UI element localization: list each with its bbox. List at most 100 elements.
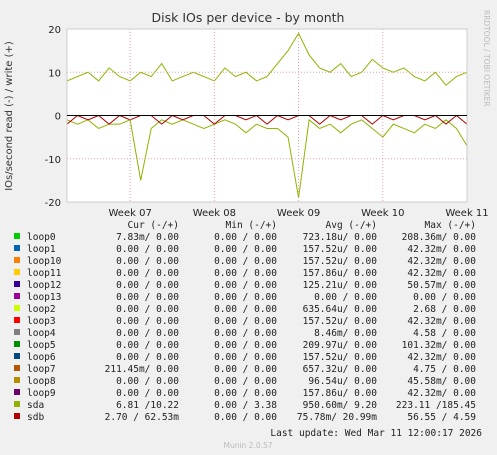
last-update: Last update: Wed Mar 11 12:00:17 2026 bbox=[270, 428, 482, 439]
legend-stat: 0.00 / 0.00 bbox=[214, 376, 277, 387]
legend-stat: 56.55 / 4.59 bbox=[407, 412, 476, 423]
legend-label: sda bbox=[27, 400, 44, 411]
legend-stat: 0.00 / 0.00 bbox=[116, 304, 179, 315]
legend-stat: 0.00 / 0.00 bbox=[116, 376, 179, 387]
y-tick-label: 10 bbox=[48, 68, 61, 79]
legend-stat: 0.00 / 0.00 bbox=[116, 256, 179, 267]
series-line bbox=[67, 118, 467, 198]
column-header: Max (-/+) bbox=[425, 220, 476, 231]
legend-label: loop12 bbox=[27, 280, 61, 291]
legend-stat: 4.58 / 0.00 bbox=[413, 328, 476, 339]
x-tick-label: Week 11 bbox=[445, 208, 488, 219]
legend-stat: 0.00 / 0.00 bbox=[214, 316, 277, 327]
legend-label: loop0 bbox=[27, 232, 56, 243]
legend-stat: 0.00 / 0.00 bbox=[214, 280, 277, 291]
legend-stat: 0.00 / 0.00 bbox=[214, 268, 277, 279]
legend-stat: 0.00 / 0.00 bbox=[214, 244, 277, 255]
legend-stat: 42.32m/ 0.00 bbox=[407, 256, 476, 267]
legend-stat: 42.32m/ 0.00 bbox=[407, 316, 476, 327]
legend-label: loop4 bbox=[27, 328, 56, 339]
legend-label: loop10 bbox=[27, 256, 62, 267]
legend-label: loop1 bbox=[27, 244, 56, 255]
legend-stat: 157.52u/ 0.00 bbox=[303, 352, 378, 363]
legend-swatch bbox=[14, 305, 20, 311]
legend-swatch bbox=[14, 257, 20, 263]
legend-stat: 635.64u/ 0.00 bbox=[303, 304, 378, 315]
legend-label: loop7 bbox=[27, 364, 56, 375]
legend-stat: 157.86u/ 0.00 bbox=[303, 388, 378, 399]
x-tick-label: Week 10 bbox=[361, 208, 404, 219]
legend-stat: 0.00 / 0.00 bbox=[413, 292, 476, 303]
legend-swatch bbox=[14, 413, 20, 419]
legend-stat: 0.00 / 0.00 bbox=[116, 340, 179, 351]
column-header: Cur (-/+) bbox=[128, 220, 179, 231]
legend-stat: 42.32m/ 0.00 bbox=[407, 268, 476, 279]
legend-stat: 50.57m/ 0.00 bbox=[407, 280, 476, 291]
legend-swatch bbox=[14, 365, 20, 371]
legend-label: loop8 bbox=[27, 376, 56, 387]
legend-stat: 0.00 / 0.00 bbox=[214, 292, 277, 303]
legend-stat: 0.00 / 0.00 bbox=[314, 292, 377, 303]
x-tick-label: Week 07 bbox=[109, 208, 152, 219]
legend-stat: 0.00 / 0.00 bbox=[214, 340, 277, 351]
legend-swatch bbox=[14, 377, 20, 383]
legend-stat: 45.58m/ 0.00 bbox=[407, 376, 476, 387]
legend-stat: 157.86u/ 0.00 bbox=[303, 268, 378, 279]
legend-stat: 0.00 / 0.00 bbox=[214, 364, 277, 375]
legend-stat: 157.52u/ 0.00 bbox=[303, 244, 378, 255]
legend-stat: 0.00 / 0.00 bbox=[116, 280, 179, 291]
legend-swatch bbox=[14, 293, 20, 299]
legend-stat: 209.97u/ 0.00 bbox=[303, 340, 378, 351]
legend-label: loop9 bbox=[27, 388, 56, 399]
legend-label: loop5 bbox=[27, 340, 56, 351]
legend-stat: 75.78m/ 20.99m bbox=[297, 412, 377, 423]
legend-label: loop13 bbox=[27, 292, 61, 303]
y-axis-label: IOs/second read (-) / write (+) bbox=[4, 41, 15, 191]
legend-stat: 42.32m/ 0.00 bbox=[407, 244, 476, 255]
legend-label: sdb bbox=[27, 412, 44, 423]
y-tick-label: 20 bbox=[48, 25, 61, 36]
column-header: Min (-/+) bbox=[226, 220, 277, 231]
legend-stat: 0.00 / 0.00 bbox=[116, 244, 179, 255]
legend-swatch bbox=[14, 269, 20, 275]
legend-swatch bbox=[14, 281, 20, 287]
legend-stat: 2.70 / 62.53m bbox=[105, 412, 180, 423]
legend-swatch bbox=[14, 341, 20, 347]
column-header: Avg (-/+) bbox=[326, 220, 377, 231]
legend-label: loop11 bbox=[27, 268, 62, 279]
legend-stat: 6.81 /10.22 bbox=[116, 400, 179, 411]
legend-stat: 2.68 / 0.00 bbox=[413, 304, 476, 315]
legend-stat: 0.00 / 0.00 bbox=[116, 292, 179, 303]
legend-stat: 0.00 / 3.38 bbox=[214, 400, 277, 411]
legend-stat: 8.46m/ 0.00 bbox=[314, 328, 377, 339]
legend-swatch bbox=[14, 245, 20, 251]
legend-stat: 157.52u/ 0.00 bbox=[303, 256, 378, 267]
legend-label: loop2 bbox=[27, 304, 56, 315]
y-tick-label: -10 bbox=[45, 155, 61, 166]
legend-stat: 0.00 / 0.00 bbox=[116, 316, 179, 327]
side-text: RRDTOOL / TOBI OETIKER bbox=[482, 10, 491, 107]
legend-stat: 0.00 / 0.00 bbox=[214, 256, 277, 267]
footer: Munin 2.0.57 bbox=[223, 441, 272, 450]
legend-stat: 0.00 / 0.00 bbox=[214, 412, 277, 423]
legend-swatch bbox=[14, 353, 20, 359]
legend-stat: 42.32m/ 0.00 bbox=[407, 388, 476, 399]
legend-stat: 0.00 / 0.00 bbox=[116, 268, 179, 279]
legend-stat: 0.00 / 0.00 bbox=[116, 388, 179, 399]
legend-stat: 0.00 / 0.00 bbox=[214, 232, 277, 243]
legend-swatch bbox=[14, 389, 20, 395]
y-tick-label: -20 bbox=[45, 198, 61, 209]
legend-stat: 223.11 /185.45 bbox=[396, 400, 476, 411]
legend-stat: 4.75 / 0.00 bbox=[413, 364, 476, 375]
legend-swatch bbox=[14, 317, 20, 323]
legend-stat: 125.21u/ 0.00 bbox=[303, 280, 378, 291]
legend-stat: 211.45m/ 0.00 bbox=[105, 364, 180, 375]
legend-stat: 96.54u/ 0.00 bbox=[308, 376, 377, 387]
legend-stat: 0.00 / 0.00 bbox=[116, 328, 179, 339]
x-tick-label: Week 09 bbox=[277, 208, 320, 219]
legend-stat: 0.00 / 0.00 bbox=[214, 304, 277, 315]
chart-title: Disk IOs per device - by month bbox=[152, 10, 345, 25]
legend-stat: 157.52u/ 0.00 bbox=[303, 316, 378, 327]
legend-swatch bbox=[14, 233, 20, 239]
